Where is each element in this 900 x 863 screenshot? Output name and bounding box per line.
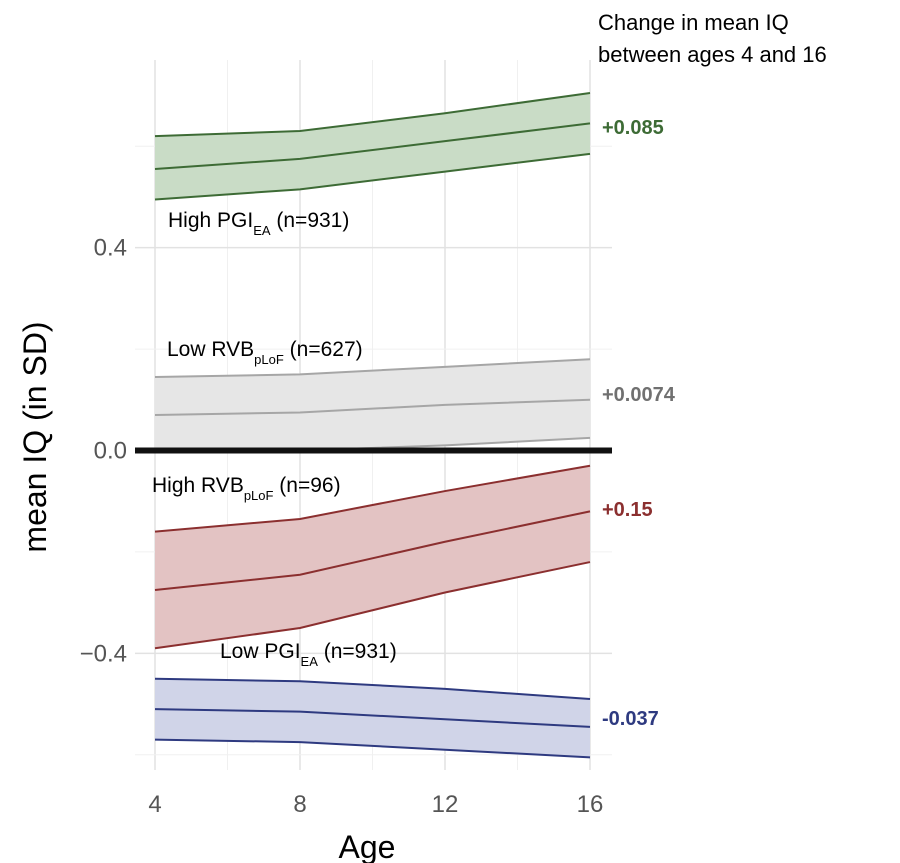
confidence-band xyxy=(155,359,590,451)
series-1 xyxy=(154,358,591,452)
y-tick-label: 0.4 xyxy=(94,235,127,262)
series-2 xyxy=(154,464,591,650)
change-value-1: +0.0074 xyxy=(602,384,676,406)
lower-bound-line xyxy=(154,561,591,650)
series-3 xyxy=(154,677,591,759)
annotation-title-line-1: Change in mean IQ xyxy=(598,10,789,35)
series-label-2: High RVBpLoF (n=96) xyxy=(152,474,341,503)
series-label-1: Low RVBpLoF (n=627) xyxy=(167,338,363,367)
x-tick-label: 8 xyxy=(293,791,306,818)
confidence-band xyxy=(155,92,590,200)
change-value-0: +0.085 xyxy=(602,117,664,139)
change-value-3: -0.037 xyxy=(602,708,659,730)
x-axis-title: Age xyxy=(339,829,396,863)
confidence-band xyxy=(155,465,590,649)
confidence-band xyxy=(155,678,590,758)
mean-line xyxy=(154,122,591,171)
annotation-title-line-2: between ages 4 and 16 xyxy=(598,42,827,67)
y-axis-title: mean IQ (in SD) xyxy=(17,321,53,552)
y-tick-labels: 0.4 0.0 −0.4 xyxy=(80,235,127,668)
y-tick-label: 0.0 xyxy=(94,438,127,465)
series-label-3: Low PGIEA (n=931) xyxy=(220,640,397,669)
y-tick-label: −0.4 xyxy=(80,640,127,667)
x-tick-labels: 4 8 12 16 xyxy=(148,791,603,818)
series-label-0: High PGIEA (n=931) xyxy=(168,209,349,238)
x-tick-label: 16 xyxy=(577,791,604,818)
mean-line xyxy=(154,398,591,416)
change-value-2: +0.15 xyxy=(602,499,653,521)
upper-bound-line xyxy=(154,677,591,700)
mean-line xyxy=(154,708,591,728)
x-tick-label: 4 xyxy=(148,791,161,818)
series-labels: High PGIEA (n=931) Low RVBpLoF (n=627) Hig… xyxy=(152,209,397,669)
upper-bound-line xyxy=(154,464,591,533)
upper-bound-line xyxy=(154,358,591,378)
annotation-title: Change in mean IQ between ages 4 and 16 xyxy=(598,10,827,67)
series-layer xyxy=(154,91,591,759)
upper-bound-line xyxy=(154,91,591,138)
mean-line xyxy=(154,510,591,591)
x-tick-label: 12 xyxy=(432,791,459,818)
lower-bound-line xyxy=(154,738,591,759)
series-0 xyxy=(154,91,591,201)
lower-bound-line xyxy=(154,152,591,201)
change-values: +0.085 +0.0074 +0.15 -0.037 xyxy=(602,117,676,730)
